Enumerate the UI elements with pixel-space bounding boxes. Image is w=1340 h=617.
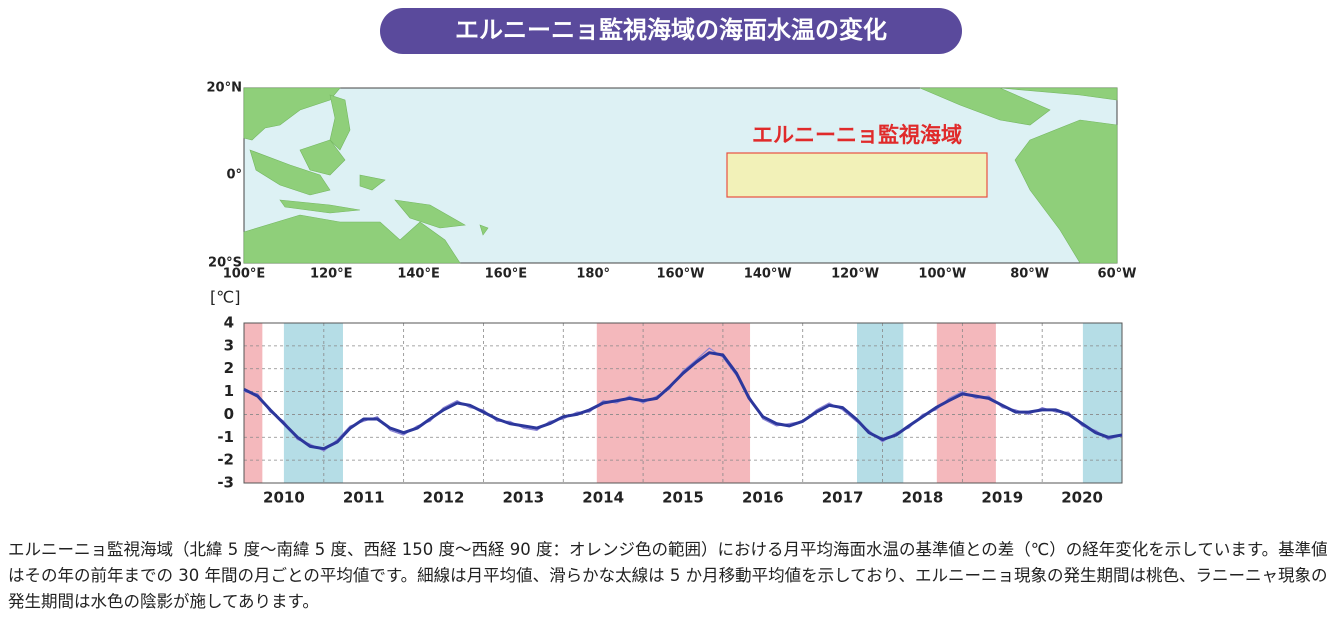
y-tick-label: -2 [217, 451, 234, 469]
x-tick-label: 2017 [822, 489, 864, 507]
shading [857, 323, 904, 483]
shading [244, 323, 263, 483]
x-tick-label: 2019 [981, 489, 1023, 507]
x-tick-label: 2014 [582, 489, 624, 507]
y-tick-label: 2 [224, 359, 234, 377]
x-tick-label: 2015 [662, 489, 704, 507]
lat-label: 0° [226, 168, 242, 183]
lat-label: 20°N [207, 81, 242, 96]
lon-label: 80°W [1010, 267, 1049, 282]
lon-label: 140°E [397, 267, 440, 282]
y-tick-label: 4 [224, 314, 234, 332]
lon-label: 100°W [918, 267, 966, 282]
land [243, 87, 1118, 264]
figure: エルニーニョ監視海域の海面水温の変化 エルニーニョ監視海域 20°N 0° 20°S… [207, 8, 1137, 507]
x-tick-label: 2010 [263, 489, 305, 507]
x-tick-label: 2012 [423, 489, 465, 507]
lon-label: 140°W [744, 267, 792, 282]
y-tick-label: 1 [224, 382, 234, 400]
title-pill [380, 8, 962, 54]
caption: エルニーニョ監視海域（北緯 5 度〜南緯 5 度、西経 150 度〜西経 90 … [8, 540, 1328, 611]
plot-frame [243, 322, 1123, 484]
lon-label: 160°E [485, 267, 528, 282]
region-label: エルニーニョ監視海域 [752, 123, 962, 147]
y-tick-label: 0 [224, 405, 234, 423]
shading [283, 323, 343, 483]
y-unit-label: [℃] [210, 288, 240, 307]
series-line [243, 347, 1123, 452]
shading [596, 323, 751, 483]
monitoring-region [726, 152, 988, 198]
map: エルニーニョ監視海域 [243, 87, 1118, 264]
lon-label: 120°W [831, 267, 879, 282]
title: エルニーニョ監視海域の海面水温の変化 [455, 16, 887, 44]
x-tick-label: 2018 [902, 489, 944, 507]
x-tick-label: 2011 [343, 489, 385, 507]
x-tick-label: 2020 [1061, 489, 1103, 507]
y-tick-label: 3 [224, 336, 234, 354]
lon-label: 100°E [223, 267, 266, 282]
y-tick-label: -3 [217, 474, 234, 492]
lon-label: 120°E [310, 267, 353, 282]
lon-label: 180° [576, 267, 610, 282]
shading [1082, 323, 1122, 483]
x-tick-label: 2013 [502, 489, 544, 507]
lat-label: 20°S [208, 256, 242, 271]
lon-label: 160°W [657, 267, 705, 282]
x-tick-label: 2016 [742, 489, 784, 507]
lon-label: 60°W [1098, 267, 1137, 282]
series-line [243, 351, 1123, 451]
y-tick-label: -1 [217, 428, 234, 446]
plot: -3 -2 -1 0 1 2 3 4 2010 2011 2012 2013 2014 2015 2016 2… [217, 314, 1123, 507]
